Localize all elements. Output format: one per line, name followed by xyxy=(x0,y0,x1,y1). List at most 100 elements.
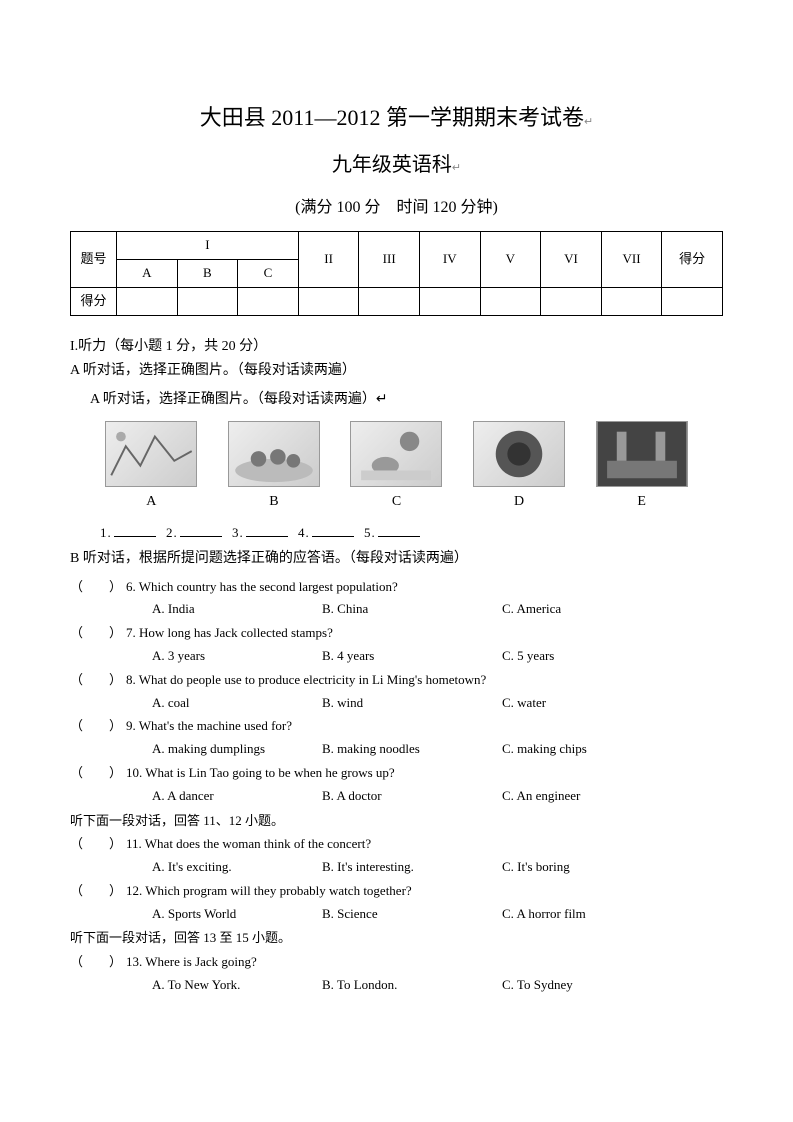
image-placeholder-icon xyxy=(596,421,688,487)
image-placeholder-icon xyxy=(228,421,320,487)
context-line: 听下面一段对话，回答 13 至 15 小题。 xyxy=(70,928,723,949)
answer-blank[interactable] xyxy=(180,536,222,537)
option-a: A. It's exciting. xyxy=(152,857,322,878)
blank-label: 1. xyxy=(100,525,112,540)
question-options: A. To New York.B. To London.C. To Sydney xyxy=(152,975,723,996)
option-b: B. A doctor xyxy=(322,786,502,807)
answer-blank[interactable] xyxy=(246,536,288,537)
option-a: A. To New York. xyxy=(152,975,322,996)
image-option: B xyxy=(228,421,320,513)
table-header-col: VI xyxy=(541,231,602,287)
context-line: 听下面一段对话，回答 11、12 小题。 xyxy=(70,811,723,832)
blank-label: 5. xyxy=(364,525,376,540)
answer-blank[interactable] xyxy=(312,536,354,537)
option-a: A. A dancer xyxy=(152,786,322,807)
table-cell[interactable] xyxy=(177,287,238,315)
image-options-row: A B C D E xyxy=(90,421,703,513)
questions-block: （ ）6. Which country has the second large… xyxy=(70,577,723,807)
answer-paren[interactable]: （ ） xyxy=(70,716,126,737)
image-label: B xyxy=(269,491,278,513)
option-c: C. water xyxy=(502,693,546,714)
answer-paren[interactable]: （ ） xyxy=(70,577,126,598)
answer-paren[interactable]: （ ） xyxy=(70,623,126,644)
question-options: A. Sports WorldB. ScienceC. A horror fil… xyxy=(152,904,723,925)
part-a-instruction-2: A 听对话，选择正确图片。（每段对话读两遍）↵ xyxy=(90,389,723,411)
blank-label: 2. xyxy=(166,525,178,540)
question-line: （ ）6. Which country has the second large… xyxy=(70,577,723,598)
option-a: A. making dumplings xyxy=(152,739,322,760)
option-b: B. It's interesting. xyxy=(322,857,502,878)
table-cell[interactable] xyxy=(601,287,662,315)
image-label: E xyxy=(637,491,646,513)
option-a: A. coal xyxy=(152,693,322,714)
question-line: （ ）10. What is Lin Tao going to be when … xyxy=(70,763,723,784)
option-b: B. To London. xyxy=(322,975,502,996)
blank-label: 4. xyxy=(298,525,310,540)
table-header-label: 题号 xyxy=(71,231,117,287)
table-header-col: IV xyxy=(419,231,480,287)
question-options: A. 3 yearsB. 4 yearsC. 5 years xyxy=(152,646,723,667)
table-cell[interactable] xyxy=(117,287,178,315)
page-title-1: 大田县 2011—2012 第一学期期末考试卷↵ xyxy=(70,100,723,135)
option-a: A. 3 years xyxy=(152,646,322,667)
option-c: C. An engineer xyxy=(502,786,580,807)
option-c: C. America xyxy=(502,599,561,620)
option-c: C. It's boring xyxy=(502,857,570,878)
table-header-sub: C xyxy=(238,259,299,287)
option-c: C. To Sydney xyxy=(502,975,573,996)
table-header-score: 得分 xyxy=(662,231,723,287)
option-b: B. China xyxy=(322,599,502,620)
table-header-col: V xyxy=(480,231,541,287)
question-line: （ ）9. What's the machine used for? xyxy=(70,716,723,737)
question-line: （ ）7. How long has Jack collected stamps… xyxy=(70,623,723,644)
table-cell[interactable] xyxy=(359,287,420,315)
answer-paren[interactable]: （ ） xyxy=(70,834,126,855)
question-options: A. IndiaB. ChinaC. America xyxy=(152,599,723,620)
image-label: A xyxy=(146,491,156,513)
table-header-col: III xyxy=(359,231,420,287)
return-mark: ↵ xyxy=(452,162,461,174)
question-options: A. It's exciting.B. It's interesting.C. … xyxy=(152,857,723,878)
image-option: E xyxy=(596,421,688,513)
option-a: A. Sports World xyxy=(152,904,322,925)
table-cell[interactable] xyxy=(480,287,541,315)
table-cell[interactable] xyxy=(662,287,723,315)
part-a-instruction-1: A 听对话，选择正确图片。（每段对话读两遍） xyxy=(70,360,723,382)
answer-paren[interactable]: （ ） xyxy=(70,952,126,973)
answer-blank[interactable] xyxy=(378,536,420,537)
option-c: C. A horror film xyxy=(502,904,586,925)
option-b: B. Science xyxy=(322,904,502,925)
questions-block: （ ）11. What does the woman think of the … xyxy=(70,834,723,924)
question-line: （ ）8. What do people use to produce elec… xyxy=(70,670,723,691)
table-header-sub: B xyxy=(177,259,238,287)
question-options: A. A dancerB. A doctorC. An engineer xyxy=(152,786,723,807)
option-c: C. making chips xyxy=(502,739,587,760)
image-label: C xyxy=(392,491,401,513)
answer-paren[interactable]: （ ） xyxy=(70,670,126,691)
answer-paren[interactable]: （ ） xyxy=(70,881,126,902)
part-b-instruction: B 听对话，根据所提问题选择正确的应答语。（每段对话读两遍） xyxy=(70,548,723,570)
table-header-col: II xyxy=(298,231,359,287)
return-mark: ↵ xyxy=(584,116,593,128)
table-header-group: I xyxy=(117,231,299,259)
page-subtitle: (满分 100 分 时间 120 分钟) xyxy=(70,195,723,221)
question-options: A. coalB. windC. water xyxy=(152,693,723,714)
questions-block: （ ）13. Where is Jack going?A. To New Yor… xyxy=(70,952,723,996)
page-title-2: 九年级英语科↵ xyxy=(70,149,723,181)
table-cell[interactable] xyxy=(419,287,480,315)
table-header-sub: A xyxy=(117,259,178,287)
question-line: （ ）13. Where is Jack going? xyxy=(70,952,723,973)
image-option: D xyxy=(473,421,565,513)
image-placeholder-icon xyxy=(350,421,442,487)
table-cell[interactable] xyxy=(541,287,602,315)
answer-blank[interactable] xyxy=(114,536,156,537)
table-header-col: VII xyxy=(601,231,662,287)
table-cell[interactable] xyxy=(238,287,299,315)
option-b: B. making noodles xyxy=(322,739,502,760)
answer-paren[interactable]: （ ） xyxy=(70,763,126,784)
question-options: A. making dumplingsB. making noodlesC. m… xyxy=(152,739,723,760)
table-cell[interactable] xyxy=(298,287,359,315)
score-table: 题号 I II III IV V VI VII 得分 A B C 得分 xyxy=(70,231,723,316)
table-row-label: 得分 xyxy=(71,287,117,315)
option-b: B. 4 years xyxy=(322,646,502,667)
